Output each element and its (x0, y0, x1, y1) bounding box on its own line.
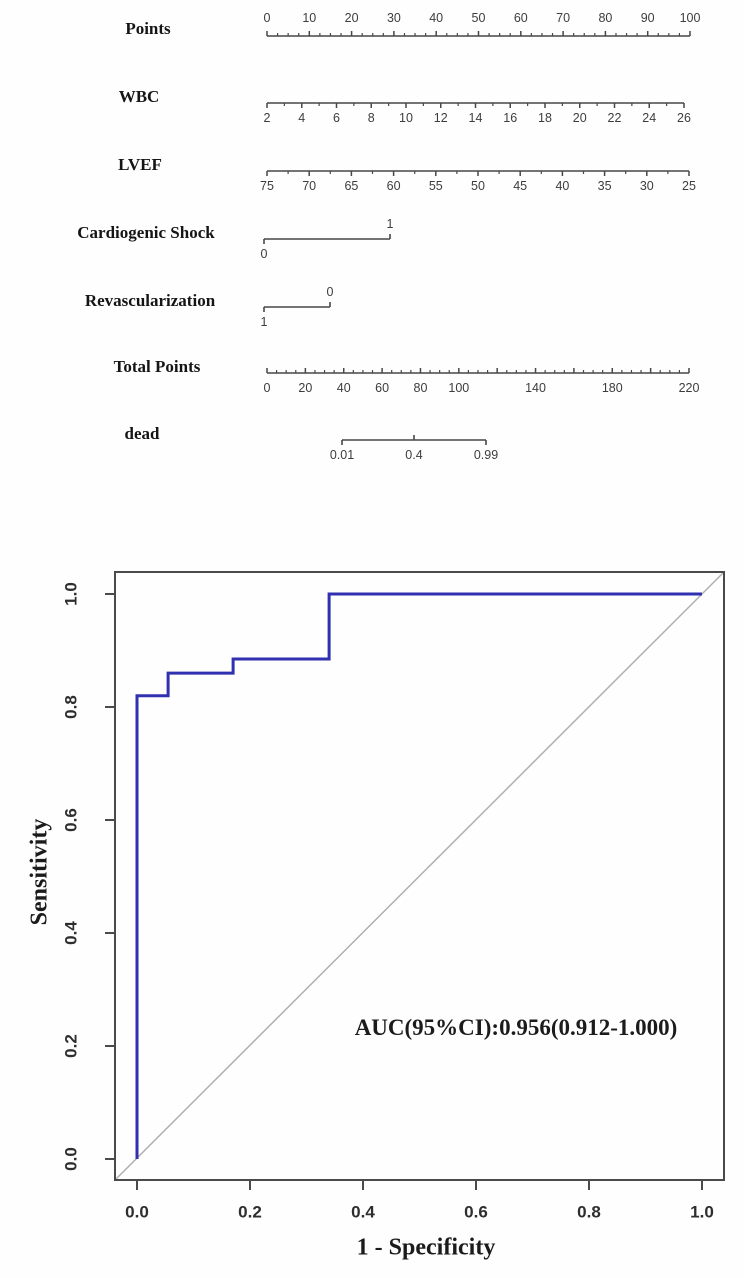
svg-text:20: 20 (298, 381, 312, 395)
svg-text:0: 0 (261, 247, 268, 261)
svg-text:26: 26 (677, 111, 691, 125)
svg-text:1.0: 1.0 (62, 582, 81, 606)
svg-text:0.2: 0.2 (238, 1203, 262, 1222)
svg-text:1: 1 (261, 315, 268, 329)
svg-text:12: 12 (434, 111, 448, 125)
nomogram-axis-lvef: 75 70 65 60 55 50 45 40 35 30 25 (260, 170, 696, 193)
svg-text:55: 55 (429, 179, 443, 193)
svg-text:50: 50 (471, 179, 485, 193)
svg-text:14: 14 (469, 111, 483, 125)
svg-text:180: 180 (602, 381, 623, 395)
svg-text:100: 100 (448, 381, 469, 395)
svg-text:70: 70 (302, 179, 316, 193)
roc-curve (135, 592, 702, 1159)
svg-text:0: 0 (264, 11, 271, 25)
svg-text:30: 30 (387, 11, 401, 25)
svg-text:220: 220 (679, 381, 700, 395)
roc-auc-annotation: AUC(95%CI):0.956(0.912-1.000) (354, 1015, 678, 1040)
svg-text:70: 70 (556, 11, 570, 25)
svg-text:1: 1 (387, 217, 394, 231)
svg-text:0.2: 0.2 (62, 1034, 81, 1058)
svg-text:6: 6 (333, 111, 340, 125)
svg-text:16: 16 (503, 111, 517, 125)
nomogram-axis-points: 0 10 20 30 40 50 60 70 80 90 100 (264, 11, 701, 37)
svg-text:0.0: 0.0 (125, 1203, 149, 1222)
nomogram-row-label-total-points: Total Points (113, 357, 201, 376)
svg-text:80: 80 (414, 381, 428, 395)
svg-text:0.99: 0.99 (474, 448, 498, 462)
roc-x-axis-title: 1 - Specificity (356, 1234, 496, 1261)
svg-text:75: 75 (260, 179, 274, 193)
svg-text:80: 80 (598, 11, 612, 25)
svg-text:40: 40 (429, 11, 443, 25)
svg-text:10: 10 (399, 111, 413, 125)
svg-text:35: 35 (598, 179, 612, 193)
nomogram-axis-total-points: 0 20 40 60 80 100 140 180 220 (264, 368, 700, 395)
svg-text:0.8: 0.8 (62, 695, 81, 719)
svg-text:2: 2 (264, 111, 271, 125)
svg-text:25: 25 (682, 179, 696, 193)
svg-text:20: 20 (345, 11, 359, 25)
roc-plot-box (114, 571, 725, 1181)
svg-text:60: 60 (375, 381, 389, 395)
svg-text:1.0: 1.0 (690, 1203, 714, 1222)
svg-text:65: 65 (344, 179, 358, 193)
svg-text:90: 90 (641, 11, 655, 25)
nomogram-row-label-cardiogenic-shock: Cardiogenic Shock (77, 223, 215, 242)
nomogram-axis-cardiogenic-shock: 01 (261, 217, 394, 261)
roc-plot: 0.0 0.2 0.4 0.6 0.8 1.0 0.0 0.2 0.4 0.6 0.8 1.0 (62, 571, 725, 1222)
nomogram-axis-dead: 0.01 0.4 0.99 (330, 435, 498, 462)
svg-text:45: 45 (513, 179, 527, 193)
svg-text:10: 10 (302, 11, 316, 25)
svg-text:60: 60 (514, 11, 528, 25)
svg-text:0.4: 0.4 (351, 1203, 375, 1222)
nomogram-row-label-lvef: LVEF (118, 155, 162, 174)
svg-text:8: 8 (368, 111, 375, 125)
roc-y-axis-title: Sensitivity (26, 818, 53, 926)
roc-reference-diagonal (114, 571, 725, 1181)
svg-text:0.01: 0.01 (330, 448, 354, 462)
svg-text:0: 0 (327, 285, 334, 299)
svg-text:0: 0 (264, 381, 271, 395)
svg-text:40: 40 (337, 381, 351, 395)
svg-text:0.4: 0.4 (62, 921, 81, 945)
svg-text:0.0: 0.0 (62, 1147, 81, 1171)
svg-text:4: 4 (298, 111, 305, 125)
svg-text:30: 30 (640, 179, 654, 193)
svg-text:40: 40 (555, 179, 569, 193)
svg-text:24: 24 (642, 111, 656, 125)
svg-text:0.6: 0.6 (62, 808, 81, 832)
nomogram-row-label-dead: dead (124, 424, 160, 443)
svg-text:100: 100 (680, 11, 701, 25)
nomogram-row-label-points: Points (125, 19, 171, 38)
svg-text:20: 20 (573, 111, 587, 125)
svg-text:60: 60 (387, 179, 401, 193)
svg-text:140: 140 (525, 381, 546, 395)
nomogram-row-label-wbc: WBC (118, 87, 160, 106)
nomogram-axis-revascularization: 10 (261, 285, 334, 329)
svg-text:0.4: 0.4 (405, 448, 422, 462)
nomogram-axis-wbc: 2 4 6 8 10 12 14 16 18 20 22 24 26 (264, 102, 691, 125)
svg-text:22: 22 (608, 111, 622, 125)
svg-text:0.6: 0.6 (464, 1203, 488, 1222)
svg-text:50: 50 (472, 11, 486, 25)
nomogram-row-label-revascularization: Revascularization (84, 291, 216, 310)
svg-text:18: 18 (538, 111, 552, 125)
svg-text:0.8: 0.8 (577, 1203, 601, 1222)
